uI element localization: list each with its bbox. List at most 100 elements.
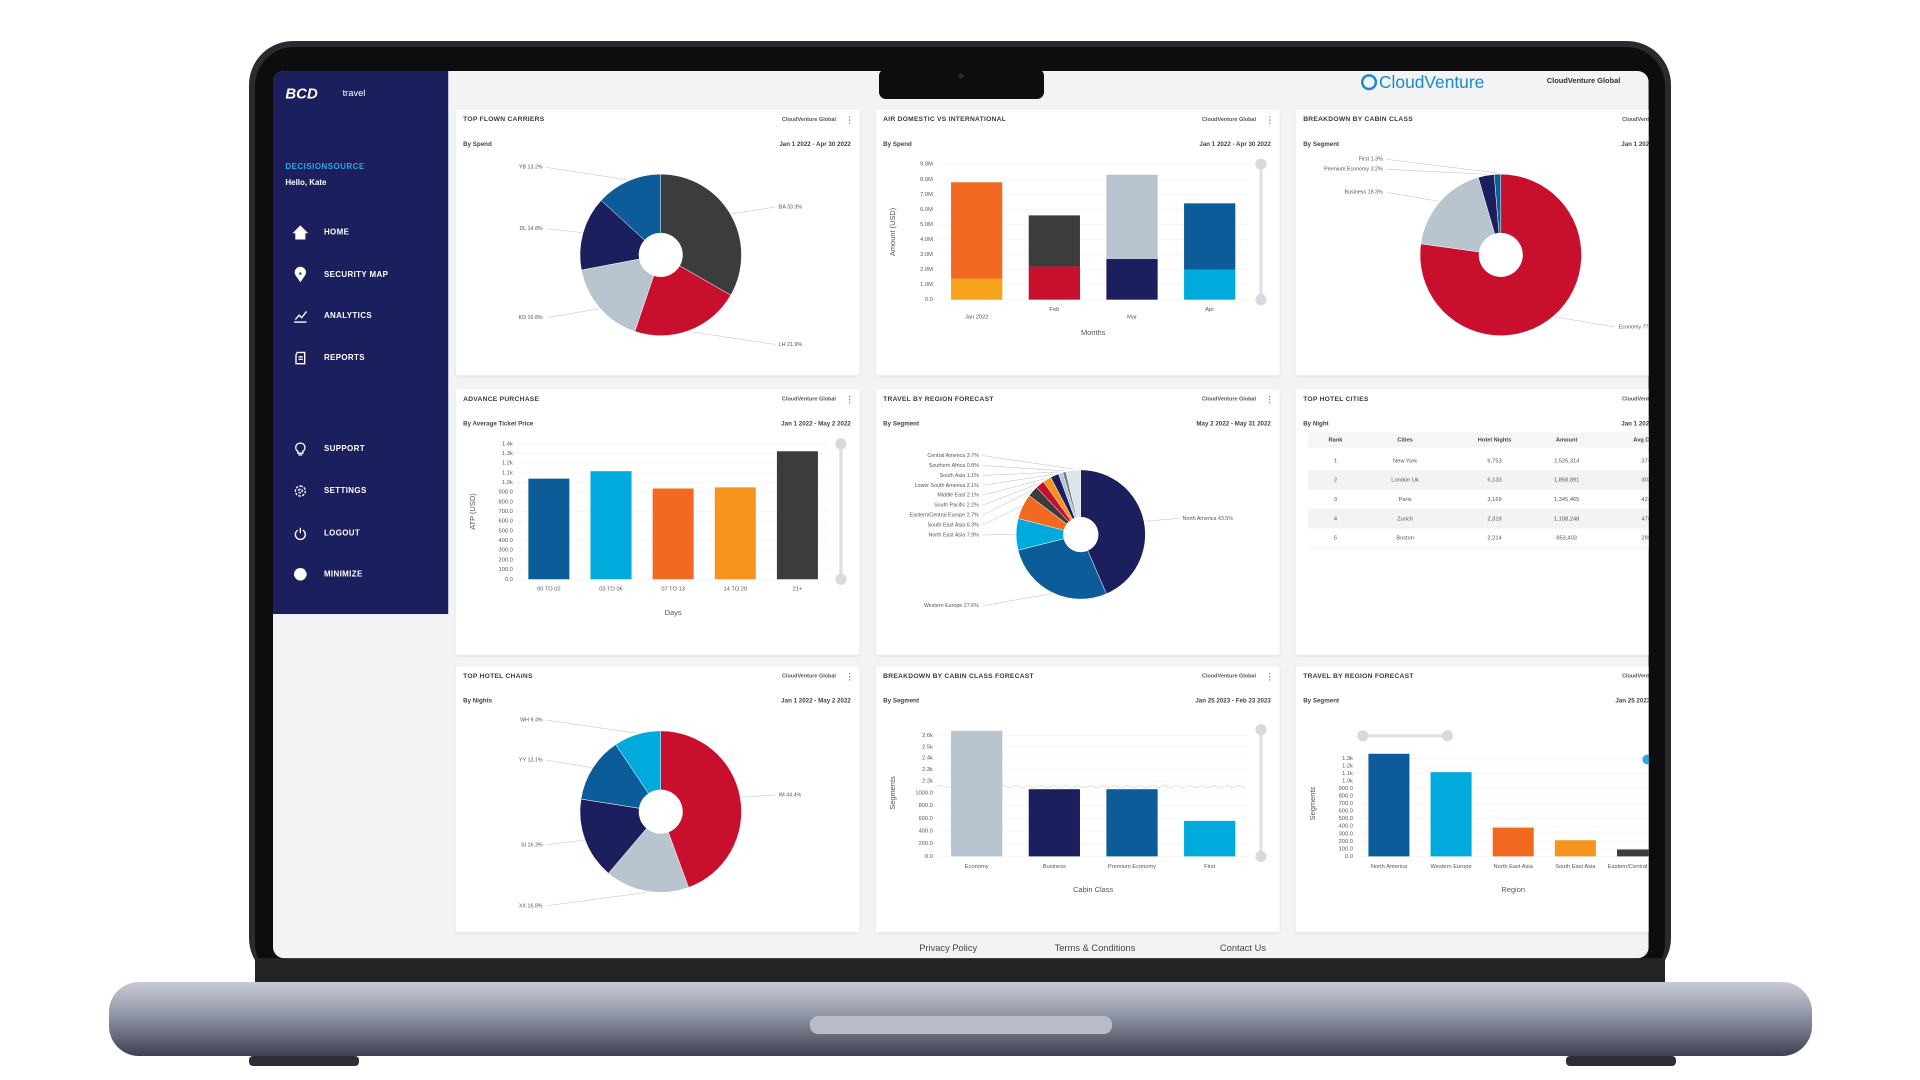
bar-segment <box>951 278 1003 300</box>
panel-title: BREAKDOWN BY CABIN CLASS FORECAST <box>883 673 1034 680</box>
footer-link[interactable]: Contact Us <box>1220 943 1266 953</box>
leader-line <box>546 892 647 907</box>
y-tick-label: 500.0 <box>1339 816 1353 822</box>
logo-suffix: travel <box>343 88 366 98</box>
slice-label: Southern Africa 0.8% <box>929 463 979 469</box>
panel-source: CloudVenture Global <box>782 117 836 123</box>
nav-label[interactable]: REPORTS <box>324 353 365 362</box>
panel-menu-dot[interactable] <box>1268 399 1271 401</box>
slice-label: South Pacific 2.2% <box>934 503 979 509</box>
panel-menu-dot[interactable] <box>1689 679 1690 680</box>
panel-menu-dot[interactable] <box>848 395 851 398</box>
nav-label[interactable]: SECURITY MAP <box>324 270 389 279</box>
account[interactable]: CloudVenture Global <box>1547 76 1621 85</box>
nav-label[interactable]: LOGOUT <box>324 528 360 537</box>
slider-handle[interactable] <box>1441 730 1453 742</box>
nav-label[interactable]: MINIMIZE <box>324 569 363 578</box>
x-tick-label: 00 TO 02 <box>537 587 561 593</box>
logo: BCD <box>285 87 318 103</box>
panel-date-range: Jan 1 2022 - Apr 30 2022 <box>1199 141 1271 148</box>
slider-handle[interactable] <box>1642 754 1652 765</box>
panel-menu-dot[interactable] <box>1689 402 1690 403</box>
base-notch <box>810 1016 1112 1034</box>
panel-source: CloudVenture Global <box>782 397 836 403</box>
y-tick-label: 600.0 <box>499 519 513 525</box>
panel-menu-dot[interactable] <box>1268 673 1271 675</box>
panel-menu-dot[interactable] <box>1689 676 1690 677</box>
nav-item[interactable]: REPORTS <box>295 351 365 365</box>
panel-menu-dot[interactable] <box>1689 396 1690 397</box>
nav-item[interactable]: LOGOUT <box>294 527 360 541</box>
slider-handle[interactable] <box>1255 158 1267 170</box>
leader-line <box>982 478 1047 496</box>
panel-source: CloudVenture Global <box>1622 674 1676 680</box>
nav-icon <box>294 485 306 497</box>
pie-slice <box>634 265 732 336</box>
leader-line <box>982 455 1074 470</box>
panel-menu-dot[interactable] <box>1689 673 1690 674</box>
footer-link[interactable]: Terms & Conditions <box>1055 943 1136 953</box>
nav-item[interactable]: SUPPORT <box>295 442 365 456</box>
table-cell: 5 <box>1334 536 1337 542</box>
slider-handle[interactable] <box>835 573 847 585</box>
panel-menu-dot[interactable] <box>1268 116 1271 118</box>
slider-handle[interactable] <box>835 438 847 450</box>
leader-line <box>1386 159 1498 174</box>
nav-label[interactable]: ANALYTICS <box>324 311 372 320</box>
panel-menu-dot[interactable] <box>1689 399 1690 400</box>
table-cell: 2,214 <box>1487 536 1501 542</box>
bezel-chin <box>255 958 1665 982</box>
nav-item[interactable]: MINIMIZE <box>294 568 363 581</box>
nav-item[interactable]: SETTINGS <box>294 485 367 497</box>
slider-handle[interactable] <box>1255 850 1267 862</box>
panel-menu-dot[interactable] <box>848 402 851 404</box>
y-tick-label: 800.0 <box>919 803 933 809</box>
nav-item[interactable]: HOME <box>292 225 349 240</box>
panel-menu-dot[interactable] <box>1689 119 1690 120</box>
bar <box>652 488 694 580</box>
panel-date-range: Jan 1 2022 - May 2 2022 <box>1621 141 1691 148</box>
panel-menu-dot[interactable] <box>848 399 851 401</box>
y-tick-label: 5.0M <box>920 222 933 228</box>
pie-slice <box>1420 177 1496 253</box>
slider-handle[interactable] <box>1255 724 1267 736</box>
panel-menu-dot[interactable] <box>848 676 851 678</box>
table-cell: New York <box>1393 458 1417 464</box>
header: CloudVenture CloudVenture Global <box>1360 72 1621 92</box>
leader-line <box>546 228 582 233</box>
x-axis-label: Cabin Class <box>1073 885 1113 894</box>
panel-menu-dot[interactable] <box>1689 116 1690 117</box>
panel-menu-dot[interactable] <box>848 116 851 118</box>
slider-handle[interactable] <box>1255 294 1267 306</box>
slice-label: Premium Economy 3.2% <box>1324 167 1383 173</box>
slider-handle[interactable] <box>1357 730 1369 742</box>
x-tick-label: First <box>1204 864 1216 870</box>
y-tick-label: 1.1k <box>1342 771 1353 777</box>
y-tick-label: 200.0 <box>499 557 513 563</box>
panel-menu-dot[interactable] <box>1268 676 1271 678</box>
nav-item[interactable]: SECURITY MAP <box>294 266 389 283</box>
nav-label[interactable]: SUPPORT <box>324 444 365 453</box>
panel-menu-dot[interactable] <box>1689 123 1690 124</box>
greeting: Hello, Kate <box>285 178 327 187</box>
panel-menu-dot[interactable] <box>1268 122 1271 124</box>
panel-menu-dot[interactable] <box>848 122 851 124</box>
panel-menu-dot[interactable] <box>848 119 851 121</box>
nav-label[interactable]: HOME <box>324 228 349 237</box>
panel: ADVANCE PURCHASE CloudVenture Global By Av… <box>455 389 860 656</box>
panel-menu-dot[interactable] <box>848 679 851 681</box>
leader-line <box>689 331 776 345</box>
panel-menu-dot[interactable] <box>1268 395 1271 398</box>
panel-menu-dot[interactable] <box>848 673 851 675</box>
nav-label[interactable]: SETTINGS <box>324 486 367 495</box>
y-tick-label: 1.2k <box>502 461 513 467</box>
slice-label: IM 44.4% <box>779 792 802 798</box>
nav-item[interactable]: ANALYTICS <box>294 311 372 323</box>
panel-menu-dot[interactable] <box>1268 402 1271 404</box>
table-cell: 853,403 <box>1556 536 1577 542</box>
panel-menu-dot[interactable] <box>1268 119 1271 121</box>
panel-menu-dot[interactable] <box>1268 679 1271 681</box>
x-tick-label: 03 TO 06 <box>599 587 623 593</box>
footer-link[interactable]: Privacy Policy <box>919 943 977 953</box>
panel-title: TOP FLOWN CARRIERS <box>463 116 545 123</box>
